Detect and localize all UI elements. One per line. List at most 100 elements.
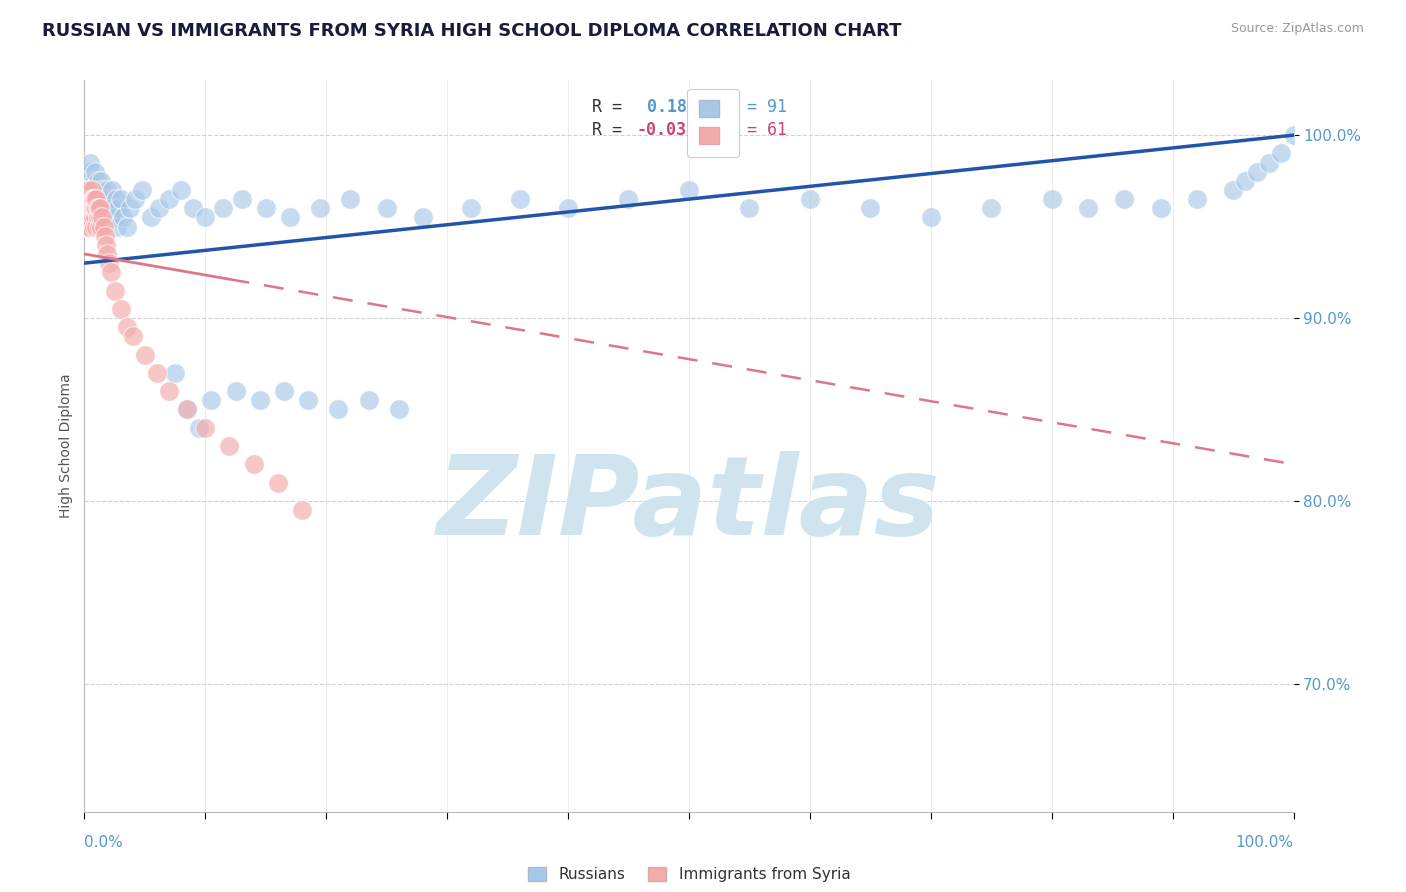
Point [84, 164, 107, 178]
Point [115, 219, 138, 234]
Point [738, 201, 761, 215]
Point [157, 384, 180, 398]
Point [80, 183, 103, 197]
Point [76, 219, 98, 234]
Point [86, 174, 108, 188]
Text: Source: ZipAtlas.com: Source: ZipAtlas.com [1230, 22, 1364, 36]
Point [97, 256, 120, 270]
Point [557, 201, 579, 215]
Point [82, 211, 104, 225]
Point [82, 201, 104, 215]
Text: N = 91: N = 91 [707, 97, 787, 116]
Point [87, 201, 110, 215]
Point [920, 211, 942, 225]
Point [91, 201, 114, 215]
Point [100, 201, 122, 215]
Point [1077, 201, 1099, 215]
Point [1270, 146, 1292, 161]
Point [112, 211, 135, 225]
Point [388, 402, 411, 417]
Point [115, 320, 138, 334]
Point [134, 347, 156, 362]
Point [194, 420, 217, 434]
Point [110, 192, 132, 206]
Point [86, 211, 108, 225]
Text: R =: R = [592, 121, 633, 139]
Point [77, 211, 100, 225]
Point [1258, 155, 1281, 169]
Point [77, 211, 100, 225]
Point [83, 174, 105, 188]
Point [93, 192, 115, 206]
Point [194, 211, 217, 225]
Point [1185, 192, 1208, 206]
Point [84, 192, 107, 206]
Point [176, 402, 198, 417]
Point [89, 211, 111, 225]
Point [76, 201, 98, 215]
Point [339, 192, 361, 206]
Point [200, 393, 222, 408]
Point [104, 192, 127, 206]
Point [77, 183, 100, 197]
Point [1114, 192, 1136, 206]
Point [678, 183, 700, 197]
Point [267, 475, 290, 490]
Point [309, 201, 332, 215]
Point [83, 201, 105, 215]
Point [77, 192, 100, 206]
Point [94, 238, 117, 252]
Point [139, 211, 162, 225]
Point [80, 192, 103, 206]
Point [94, 228, 117, 243]
Point [87, 183, 110, 197]
Point [89, 201, 111, 215]
Point [80, 201, 103, 215]
Point [79, 155, 101, 169]
Point [273, 384, 295, 398]
Point [1040, 192, 1063, 206]
Text: R =: R = [592, 97, 633, 116]
Point [77, 192, 100, 206]
Point [1222, 183, 1244, 197]
Point [460, 201, 482, 215]
Point [617, 192, 640, 206]
Legend: Russians, Immigrants from Syria: Russians, Immigrants from Syria [522, 861, 856, 888]
Point [328, 402, 350, 417]
Point [86, 192, 108, 206]
Point [80, 183, 103, 197]
Point [84, 211, 107, 225]
Point [799, 192, 821, 206]
Point [89, 192, 111, 206]
Point [110, 301, 132, 316]
Point [412, 211, 434, 225]
Point [218, 439, 240, 453]
Point [90, 174, 112, 188]
Point [1149, 201, 1171, 215]
Point [181, 201, 204, 215]
Point [77, 219, 100, 234]
Point [980, 201, 1002, 215]
Point [96, 247, 118, 261]
Point [93, 219, 115, 234]
Point [291, 503, 314, 517]
Point [79, 174, 101, 188]
Point [104, 284, 127, 298]
Point [82, 192, 104, 206]
Point [1246, 164, 1268, 178]
Text: N = 61: N = 61 [707, 121, 787, 139]
Point [124, 192, 146, 206]
Point [87, 201, 110, 215]
Point [1234, 174, 1257, 188]
Point [83, 219, 105, 234]
Point [509, 192, 531, 206]
Point [148, 201, 170, 215]
Point [90, 219, 112, 234]
Point [83, 192, 105, 206]
Text: RUSSIAN VS IMMIGRANTS FROM SYRIA HIGH SCHOOL DIPLOMA CORRELATION CHART: RUSSIAN VS IMMIGRANTS FROM SYRIA HIGH SC… [42, 22, 901, 40]
Point [170, 183, 193, 197]
Point [86, 183, 108, 197]
Point [254, 201, 277, 215]
Point [278, 211, 301, 225]
Point [859, 201, 882, 215]
